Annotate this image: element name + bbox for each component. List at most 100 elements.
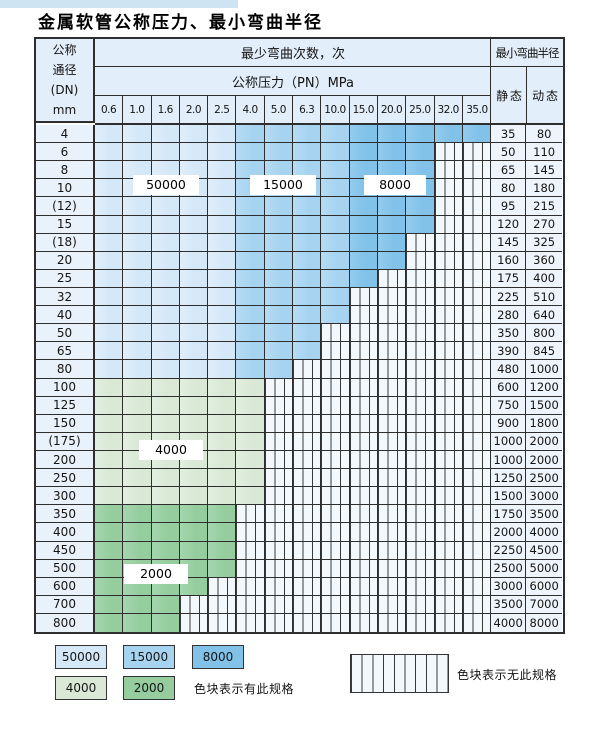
- no-spec-cell: [377, 541, 407, 560]
- no-spec-cell: [321, 414, 350, 433]
- no-spec-cell: [321, 378, 350, 397]
- dn-cell: 20: [36, 251, 95, 270]
- spec-cell: [123, 595, 152, 614]
- spec-cell: [123, 342, 152, 361]
- table-row: 150 900 1800: [36, 414, 563, 433]
- spec-cell: [321, 251, 350, 270]
- spec-cell: [349, 215, 378, 234]
- pressure-tick: 5.0: [265, 96, 294, 123]
- no-spec-cell: [377, 523, 407, 542]
- no-spec-cell: [406, 523, 435, 542]
- no-spec-cell: [349, 432, 378, 451]
- no-spec-cell: [462, 450, 492, 470]
- no-spec-cell: [434, 360, 463, 379]
- dn-header-line: 通径: [52, 63, 77, 77]
- spec-cell: [236, 378, 265, 397]
- no-spec-cell: [264, 469, 294, 488]
- pressure-tick: 32.0: [435, 96, 463, 123]
- spec-cell: [95, 306, 124, 325]
- no-spec-cell: [434, 414, 463, 433]
- no-spec-cell: [377, 306, 407, 325]
- no-spec-cell: [349, 541, 378, 560]
- static-header: 静 态: [490, 67, 526, 123]
- no-spec-cell: [349, 414, 378, 433]
- spec-cell: [349, 233, 378, 252]
- static-radius-cell: 600: [490, 378, 527, 397]
- spec-cell: [151, 378, 180, 397]
- dynamic-radius-cell: 360: [526, 251, 563, 270]
- pressure-tick: 25.0: [406, 96, 435, 123]
- spec-cell: [179, 396, 209, 415]
- legend-label: 50000: [61, 650, 101, 664]
- spec-cell: [179, 197, 209, 216]
- dynamic-radius-cell: 1800: [526, 414, 563, 433]
- spec-cell: [179, 487, 209, 506]
- radius-header: 最小弯曲半径: [490, 39, 563, 67]
- spec-cell: [321, 287, 350, 307]
- spec-cell: [293, 269, 322, 288]
- dn-header-line: mm: [52, 103, 77, 117]
- no-spec-cell: [462, 577, 492, 596]
- dn-cell: 250: [36, 469, 95, 488]
- static-radius-cell: 2500: [490, 559, 527, 578]
- spec-cell: [293, 342, 322, 361]
- no-spec-cell: [321, 450, 350, 470]
- spec-cell: [236, 306, 265, 325]
- dynamic-radius-cell: 800: [526, 324, 563, 343]
- spec-cell: [151, 125, 180, 144]
- spec-cell: [179, 523, 209, 542]
- no-spec-cell: [434, 396, 463, 415]
- no-spec-cell: [434, 505, 463, 524]
- dn-cell: 6: [36, 143, 95, 162]
- pressure-tick: 2.0: [180, 96, 209, 123]
- no-spec-cell: [406, 360, 435, 379]
- legend-box-50000: 50000: [55, 645, 107, 669]
- spec-cell: [377, 215, 407, 234]
- spec-cell: [236, 469, 265, 488]
- spec-cell: [208, 287, 237, 307]
- spec-cell: [377, 143, 407, 162]
- spec-cell: [349, 125, 378, 144]
- no-spec-cell: [293, 541, 322, 560]
- spec-cell: [406, 125, 435, 144]
- legend-box-4000: 4000: [55, 676, 107, 700]
- spec-cell: [123, 197, 152, 216]
- no-spec-cell: [462, 342, 492, 361]
- table-row: (175) 1000 2000: [36, 432, 563, 451]
- static-radius-cell: 1750: [490, 505, 527, 524]
- dn-cell: 125: [36, 396, 95, 415]
- no-spec-cell: [406, 414, 435, 433]
- spec-cell: [293, 306, 322, 325]
- spec-cell: [236, 324, 265, 343]
- pressure-tick: 6.3: [293, 96, 322, 123]
- no-spec-cell: [264, 450, 294, 470]
- spec-cell: [123, 360, 152, 379]
- spec-cell: [151, 595, 180, 614]
- dn-cell: 200: [36, 450, 95, 470]
- no-spec-cell: [179, 595, 209, 614]
- no-spec-cell: [462, 215, 492, 234]
- no-spec-cell: [264, 487, 294, 506]
- no-spec-cell: [349, 396, 378, 415]
- no-spec-cell: [406, 269, 435, 288]
- table-row: 80 480 1000: [36, 360, 563, 379]
- no-spec-cell: [377, 450, 407, 470]
- dn-cell: 10: [36, 179, 95, 198]
- no-spec-cell: [293, 360, 322, 379]
- no-spec-cell: [377, 269, 407, 288]
- spec-cell: [208, 487, 237, 506]
- no-spec-cell: [264, 414, 294, 433]
- spec-cell: [321, 306, 350, 325]
- static-radius-cell: 2250: [490, 541, 527, 560]
- no-spec-cell: [377, 595, 407, 614]
- spec-cell: [264, 287, 294, 307]
- no-spec-cell: [377, 396, 407, 415]
- no-spec-cell: [462, 487, 492, 506]
- spec-cell: [95, 414, 124, 433]
- no-spec-cell: [293, 505, 322, 524]
- no-spec-cell: [462, 269, 492, 288]
- spec-cell: [406, 215, 435, 234]
- no-spec-cell: [377, 505, 407, 524]
- no-spec-cell: [377, 324, 407, 343]
- spec-cell: [151, 414, 180, 433]
